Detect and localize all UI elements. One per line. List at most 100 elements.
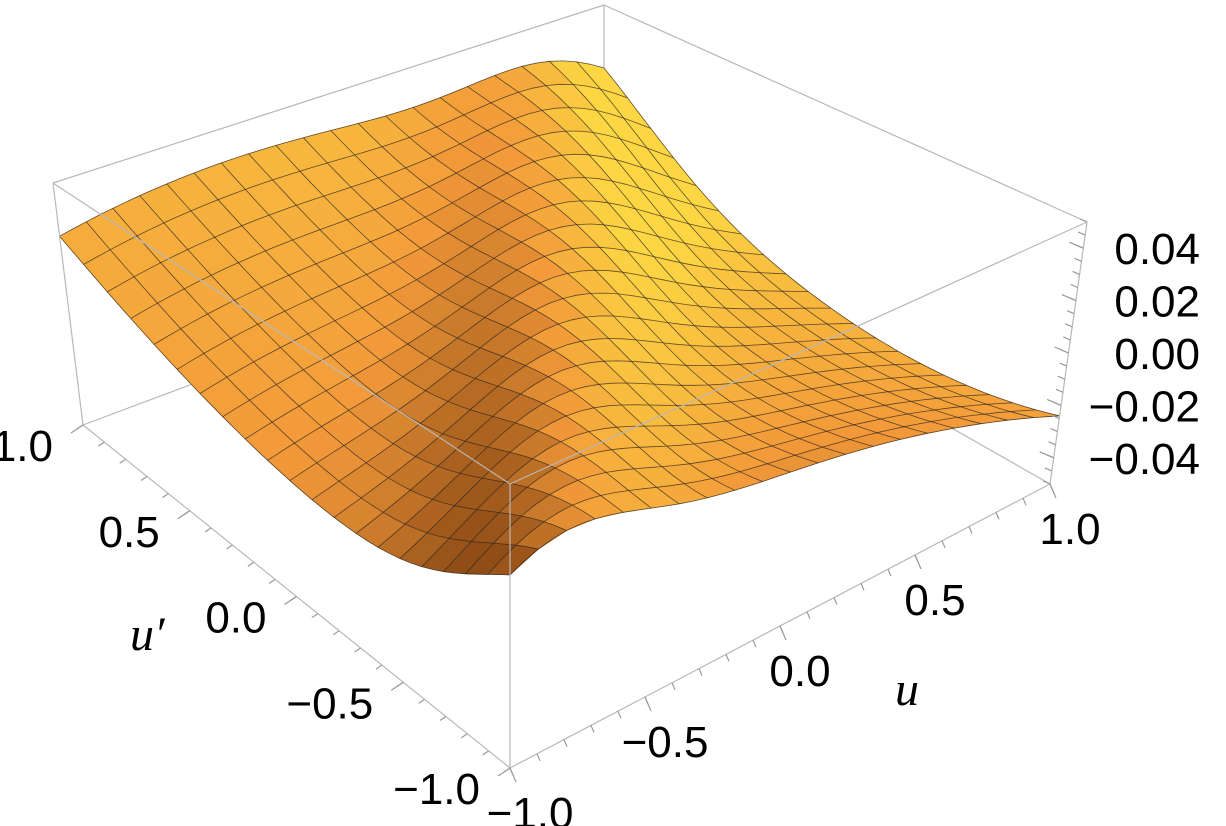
y-minor-tick bbox=[311, 613, 319, 619]
x-tick-label: 0.5 bbox=[904, 576, 965, 625]
y-minor-tick bbox=[204, 527, 212, 533]
z-minor-tick bbox=[1066, 310, 1075, 315]
x-minor-tick bbox=[644, 696, 649, 705]
x-minor-tick bbox=[941, 540, 946, 549]
z-minor-tick bbox=[1079, 218, 1088, 223]
box-edge-back-3 bbox=[52, 4, 605, 184]
z-minor-tick bbox=[1059, 362, 1067, 367]
y-minor-tick bbox=[76, 424, 84, 430]
x-minor-tick bbox=[536, 753, 541, 762]
axis-ticks bbox=[70, 218, 1088, 783]
mesh-line-v bbox=[130, 130, 674, 319]
z-minor-tick bbox=[1077, 231, 1086, 236]
z-minor-tick bbox=[1064, 323, 1073, 328]
mesh-line-v bbox=[509, 415, 1060, 576]
x-minor-tick bbox=[725, 654, 730, 662]
z-minor-tick bbox=[1053, 401, 1062, 406]
mesh-line-v bbox=[355, 350, 899, 534]
box-edge-back-4 bbox=[603, 4, 1088, 223]
x-minor-tick bbox=[509, 767, 514, 776]
y-minor-tick bbox=[375, 664, 383, 670]
y-minor-tick bbox=[396, 681, 404, 687]
z-minor-tick bbox=[1042, 480, 1051, 485]
mesh-line-v bbox=[176, 177, 719, 370]
z-tick-label: 0.02 bbox=[1114, 278, 1200, 327]
x-minor-tick bbox=[698, 668, 703, 676]
y-minor-tick bbox=[332, 630, 340, 636]
z-minor-tick bbox=[1055, 388, 1064, 393]
x-minor-tick bbox=[995, 512, 1000, 520]
y-minor-tick bbox=[119, 458, 127, 464]
box-edge-front-3 bbox=[52, 182, 84, 426]
z-minor-tick bbox=[1052, 414, 1060, 420]
z-minor-tick bbox=[1076, 244, 1084, 249]
mesh-line-v bbox=[83, 83, 628, 265]
mesh-line-v bbox=[465, 402, 1013, 575]
y-minor-tick bbox=[503, 767, 511, 773]
x-tick-label: −1.0 bbox=[487, 789, 574, 826]
z-tick-label: −0.04 bbox=[1089, 435, 1200, 484]
y-tick-label: 1.0 bbox=[0, 422, 53, 471]
z-tick-label: 0.04 bbox=[1114, 225, 1200, 274]
y-tick-label: −0.5 bbox=[286, 679, 373, 728]
tick-labels: −1.0−0.50.00.51.0−1.0−0.50.00.51.00.040.… bbox=[0, 225, 1200, 826]
mesh-line-v bbox=[267, 269, 809, 461]
y-minor-tick bbox=[460, 733, 468, 739]
z-minor-tick bbox=[1046, 454, 1054, 459]
z-tick-label: 0.00 bbox=[1114, 330, 1200, 379]
y-minor-tick bbox=[290, 596, 297, 601]
y-tick-label: 0.5 bbox=[99, 508, 160, 557]
x-minor-tick bbox=[968, 526, 973, 534]
mesh-line-v bbox=[107, 107, 651, 293]
x-minor-tick bbox=[833, 597, 838, 605]
y-minor-tick bbox=[482, 750, 489, 756]
y-minor-tick bbox=[226, 544, 233, 550]
x-minor-tick bbox=[617, 710, 622, 719]
mesh-line-v bbox=[421, 384, 967, 567]
y-minor-tick bbox=[140, 475, 148, 481]
x-tick-label: 1.0 bbox=[1039, 505, 1100, 554]
x-minor-tick bbox=[887, 568, 892, 577]
y-minor-tick bbox=[183, 510, 191, 516]
mesh-line-v bbox=[333, 337, 876, 518]
x-minor-tick bbox=[1022, 497, 1027, 506]
mesh-line-v bbox=[311, 315, 854, 501]
y-axis-label: u′ bbox=[130, 608, 166, 661]
y-minor-tick bbox=[439, 716, 447, 722]
y-minor-tick bbox=[418, 698, 425, 704]
y-minor-tick bbox=[247, 561, 255, 567]
z-tick-label: −0.02 bbox=[1089, 382, 1200, 431]
mesh-line-v bbox=[59, 60, 605, 237]
z-minor-tick bbox=[1063, 336, 1071, 341]
y-minor-tick bbox=[98, 441, 105, 447]
x-minor-tick bbox=[860, 583, 865, 591]
y-minor-tick bbox=[268, 578, 276, 584]
mesh-line-v bbox=[199, 200, 742, 394]
x-minor-tick bbox=[752, 639, 757, 648]
box-edge-front-0 bbox=[52, 182, 511, 485]
mesh-line-v bbox=[399, 374, 944, 559]
mesh-line-v bbox=[443, 394, 990, 572]
surface bbox=[59, 60, 1060, 576]
box-edge-front-1 bbox=[509, 221, 1088, 485]
mesh-line-v bbox=[289, 292, 831, 481]
mesh-line-v bbox=[377, 363, 921, 548]
mesh-line-v bbox=[153, 153, 697, 345]
x-minor-tick bbox=[806, 611, 811, 620]
mesh-line-v bbox=[222, 223, 764, 418]
z-minor-tick bbox=[1057, 375, 1066, 380]
x-minor-tick bbox=[563, 739, 568, 747]
z-minor-tick bbox=[1061, 349, 1069, 354]
x-minor-tick bbox=[671, 682, 676, 691]
mesh-line-v bbox=[487, 409, 1037, 575]
z-minor-tick bbox=[1072, 270, 1080, 275]
x-minor-tick bbox=[590, 725, 595, 733]
mesh-line-v bbox=[244, 246, 787, 440]
z-minor-tick bbox=[1070, 283, 1078, 289]
x-tick-label: 0.0 bbox=[769, 647, 830, 696]
x-minor-tick bbox=[914, 554, 919, 563]
y-minor-tick bbox=[354, 647, 361, 653]
y-minor-tick bbox=[162, 493, 169, 499]
surface-mesh bbox=[59, 60, 1060, 576]
